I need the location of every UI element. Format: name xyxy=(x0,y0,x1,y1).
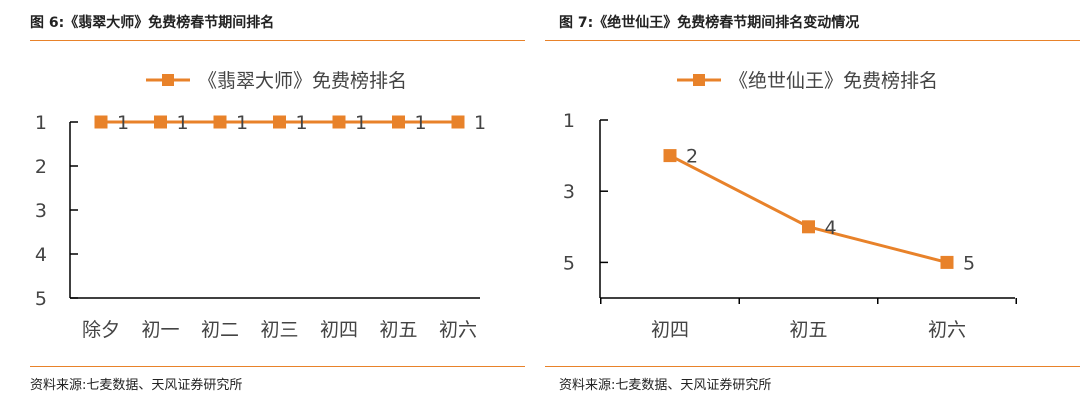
title-divider xyxy=(30,40,525,41)
legend-label: 《绝世仙王》免费榜排名 xyxy=(729,70,938,92)
y-tick-label: 5 xyxy=(563,252,575,274)
x-tick-label: 初四 xyxy=(651,319,689,341)
x-tick-label: 初六 xyxy=(928,319,966,341)
source-divider xyxy=(30,366,525,367)
data-point xyxy=(273,115,286,129)
figure-title: 图 7:《绝世仙王》免费榜春节期间排名变动情况 xyxy=(559,15,860,31)
title-divider xyxy=(545,40,1080,41)
data-point xyxy=(213,115,227,129)
data-label: 2 xyxy=(686,146,698,168)
x-tick-label: 初四 xyxy=(320,319,358,341)
data-point xyxy=(802,220,815,234)
legend: 《绝世仙王》免费榜排名 xyxy=(677,70,938,92)
data-point xyxy=(94,115,108,129)
data-point xyxy=(451,115,465,129)
y-tick-label: 3 xyxy=(35,200,47,222)
ranking-line-chart-left: 《翡翠大师》免费榜排名 1 2 3 4 5 除夕 初一 初二 初三 初四 初五 初六 1 1 1 1 1 1 1 xyxy=(35,70,486,341)
x-tick-label: 初一 xyxy=(141,319,179,341)
data-label: 1 xyxy=(177,112,189,134)
y-tick-label: 1 xyxy=(35,112,47,134)
x-tick-label: 初三 xyxy=(260,319,298,341)
y-tick-label: 3 xyxy=(563,181,575,203)
series-line xyxy=(669,154,948,264)
ranking-line-chart-right: 《绝世仙王》免费榜排名 1 3 5 初四 初五 初六 2 4 5 xyxy=(563,70,1017,341)
data-point xyxy=(332,115,346,129)
figure-6-panel: 图 6:《翡翠大师》免费榜春节期间排名 《翡翠大师》免费榜排名 1 2 3 4 5 除夕 初一… xyxy=(0,0,525,415)
y-tick-label: 1 xyxy=(563,110,575,132)
data-label: 1 xyxy=(236,112,248,134)
legend-label: 《翡翠大师》免费榜排名 xyxy=(198,70,407,92)
data-label: 1 xyxy=(296,112,308,134)
legend-marker xyxy=(162,74,174,86)
x-tick-label: 初二 xyxy=(201,319,239,341)
data-label: 4 xyxy=(825,217,837,239)
x-tick-label: 初五 xyxy=(789,319,827,341)
data-point xyxy=(154,115,167,129)
source-divider xyxy=(545,366,1080,367)
source-note: 资料来源:七麦数据、天风证券研究所 xyxy=(559,378,772,393)
y-tick-label: 4 xyxy=(35,244,47,266)
data-label: 1 xyxy=(117,112,129,134)
data-point xyxy=(940,255,954,269)
data-label: 5 xyxy=(963,252,975,274)
data-label: 1 xyxy=(355,112,367,134)
legend-marker xyxy=(693,74,705,86)
x-tick-label: 初五 xyxy=(379,319,417,341)
figure-title: 图 6:《翡翠大师》免费榜春节期间排名 xyxy=(30,15,275,31)
x-tick-label: 初六 xyxy=(439,319,477,341)
data-point xyxy=(392,115,405,129)
data-label: 1 xyxy=(474,112,486,134)
x-tick-label: 除夕 xyxy=(82,319,120,341)
y-tick-label: 5 xyxy=(35,288,47,310)
figure-7-panel: 图 7:《绝世仙王》免费榜春节期间排名变动情况 《绝世仙王》免费榜排名 1 3 5 初四… xyxy=(545,0,1080,415)
data-label: 1 xyxy=(415,112,427,134)
data-point xyxy=(663,149,677,163)
source-note: 资料来源:七麦数据、天风证券研究所 xyxy=(30,378,243,393)
y-tick-label: 2 xyxy=(35,156,47,178)
legend: 《翡翠大师》免费榜排名 xyxy=(146,70,407,92)
